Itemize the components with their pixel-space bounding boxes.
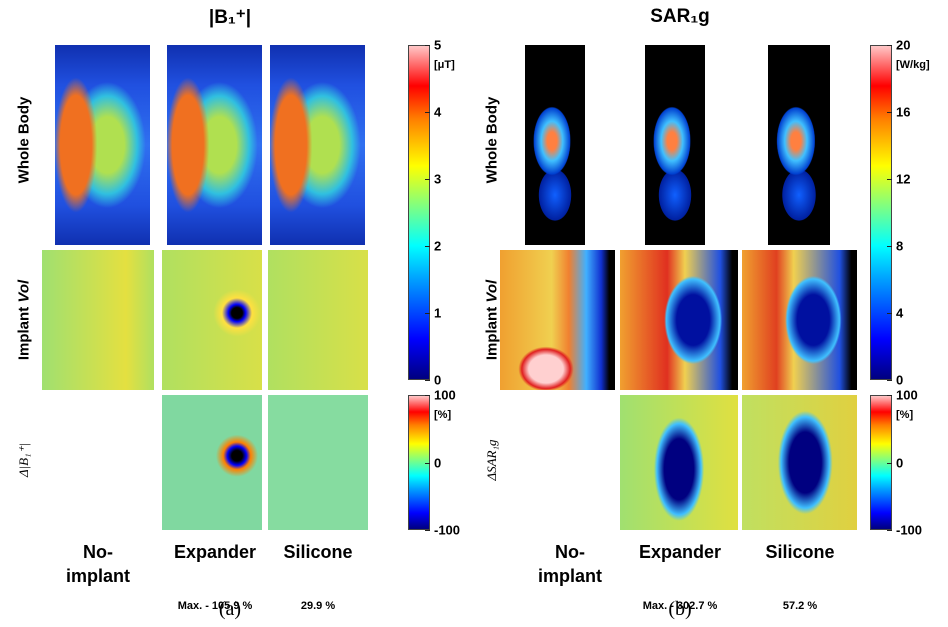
map-image — [742, 250, 857, 390]
colorbar-tick — [425, 112, 430, 113]
colorbar-tick-label: 4 — [434, 105, 441, 120]
colorbar-tick-label: 3 — [434, 172, 441, 187]
colorbar-tick — [887, 179, 892, 180]
column-label: No-implant — [53, 540, 143, 588]
row-label-italic: Vol — [16, 280, 33, 303]
figure: |B₁⁺| Whole Body Implant Vol Δ|B₁⁺| No-impla… — [0, 0, 948, 627]
colorbar — [408, 45, 430, 380]
max-label: 29.9 % — [301, 600, 335, 612]
column-label: Silicone — [755, 540, 845, 564]
colorbar-tick — [425, 380, 430, 381]
map-image — [42, 250, 154, 390]
colorbar-tick — [425, 530, 430, 531]
map-image — [268, 250, 368, 390]
map-image — [270, 45, 365, 245]
colorbar-tick-label: 1 — [434, 306, 441, 321]
row-label: Whole Body — [484, 97, 501, 184]
colorbar-tick — [887, 463, 892, 464]
colorbar-tick — [887, 395, 892, 396]
colorbar-unit: [μT] — [434, 59, 455, 71]
caption: (b) — [668, 598, 691, 621]
colorbar-tick — [887, 313, 892, 314]
map-image — [620, 395, 738, 530]
colorbar-tick-label: 12 — [896, 172, 910, 187]
panel-title: |B₁⁺| — [209, 6, 251, 29]
colorbar-tick — [425, 246, 430, 247]
colorbar-unit: [%] — [896, 409, 913, 421]
row-label-main: Implant — [484, 307, 501, 360]
colorbar-tick-label: 0 — [896, 373, 903, 388]
map-image — [268, 395, 368, 530]
map-image — [742, 395, 857, 530]
colorbar-tick — [425, 395, 430, 396]
row-label: Whole Body — [16, 97, 33, 184]
row-label: Implant Vol — [484, 280, 501, 360]
colorbar-tick-label: 0 — [896, 455, 903, 470]
colorbar-tick — [887, 112, 892, 113]
colorbar-tick — [425, 45, 430, 46]
colorbar-tick-label: -100 — [434, 523, 460, 538]
panel-title: SAR₁g — [650, 6, 710, 28]
column-label: Silicone — [273, 540, 363, 564]
map-image — [162, 395, 262, 530]
colorbar-tick — [425, 313, 430, 314]
colorbar-tick-label: 8 — [896, 239, 903, 254]
map-image — [500, 250, 615, 390]
map-image — [167, 45, 262, 245]
colorbar-unit: [%] — [434, 409, 451, 421]
map-image — [55, 45, 150, 245]
caption: (a) — [219, 598, 241, 621]
map-image — [525, 45, 585, 245]
colorbar-tick — [887, 530, 892, 531]
colorbar-tick — [425, 179, 430, 180]
colorbar-unit: [W/kg] — [896, 59, 930, 71]
colorbar-tick — [887, 380, 892, 381]
colorbar-tick-label: 5 — [434, 38, 441, 53]
column-label: Expander — [170, 540, 260, 564]
colorbar-tick-label: 0 — [434, 455, 441, 470]
colorbar-tick-label: 100 — [896, 388, 918, 403]
row-label: Implant Vol — [16, 280, 33, 360]
colorbar-tick-label: 20 — [896, 38, 910, 53]
row-label-italic: Vol — [484, 280, 501, 303]
colorbar-tick-label: 0 — [434, 373, 441, 388]
colorbar-tick — [425, 463, 430, 464]
column-label: Expander — [635, 540, 725, 564]
row-label: Δ|B₁⁺| — [16, 443, 32, 477]
row-label: ΔSAR₁g — [484, 439, 500, 480]
column-label: No-implant — [525, 540, 615, 588]
colorbar-tick-label: 16 — [896, 105, 910, 120]
map-image — [768, 45, 830, 245]
map-image — [162, 250, 262, 390]
colorbar-tick-label: 4 — [896, 306, 903, 321]
max-label: 57.2 % — [783, 600, 817, 612]
colorbar-tick — [887, 45, 892, 46]
colorbar — [870, 45, 892, 380]
colorbar-tick-label: 2 — [434, 239, 441, 254]
colorbar-tick — [887, 246, 892, 247]
colorbar-tick-label: -100 — [896, 523, 922, 538]
map-image — [620, 250, 738, 390]
map-image — [645, 45, 705, 245]
row-label-main: Implant — [16, 307, 33, 360]
colorbar-tick-label: 100 — [434, 388, 456, 403]
